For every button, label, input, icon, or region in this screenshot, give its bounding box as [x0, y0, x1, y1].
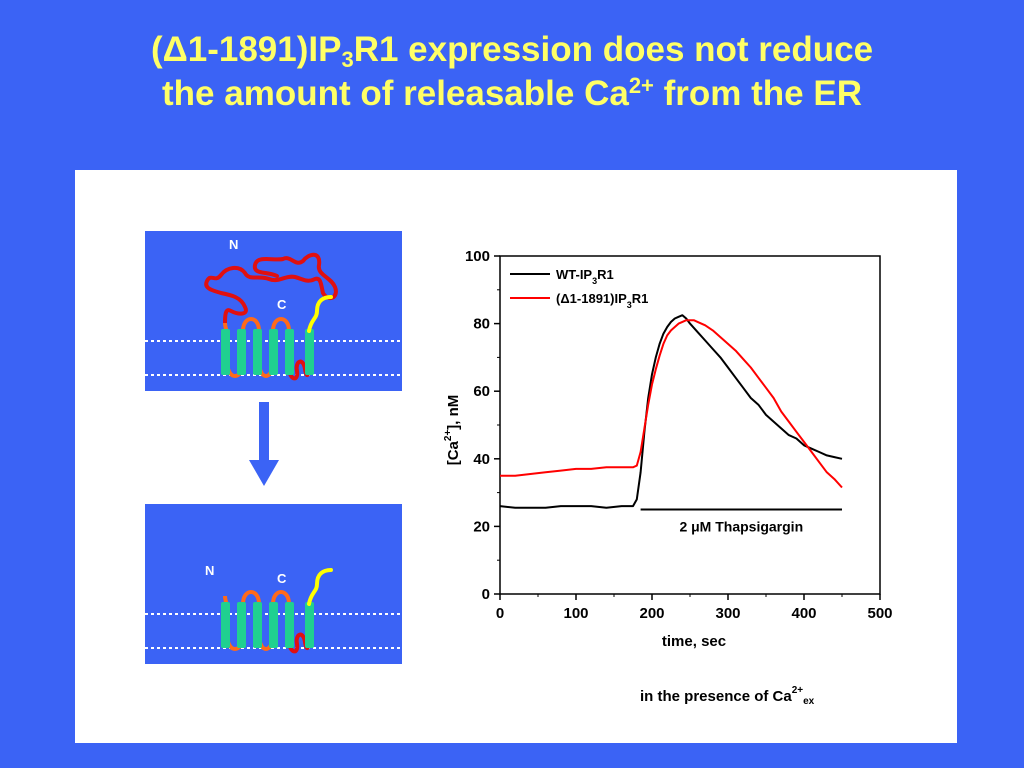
tm-segment-3	[253, 602, 262, 648]
c-label: C	[277, 571, 287, 586]
tm-segment-5	[285, 329, 294, 375]
title-line-2: the amount of releasable Ca2+ from the E…	[0, 72, 1024, 116]
tm-segment-1	[221, 329, 230, 375]
calcium-release-chart: 0 100 200 300 400 500 0 20 40 60 80 100 WT-IP3R1 (Δ1…	[443, 248, 893, 650]
tm-segment-4	[269, 602, 278, 648]
footnote-text: in the presence of Ca	[640, 688, 792, 705]
tm-segment-5	[285, 602, 294, 648]
series-line-wt	[499, 314, 843, 509]
transmembrane-segments	[221, 329, 314, 375]
y-tick-label: 20	[473, 518, 490, 535]
tm-segment-1	[221, 602, 230, 648]
plot-frame	[499, 255, 881, 595]
x-tick-label: 0	[496, 605, 504, 622]
x-tick-label: 500	[867, 605, 892, 622]
title-line2-b: from the ER	[653, 74, 862, 113]
tm-segment-6	[305, 602, 314, 648]
receptor-diagram-truncated: N C	[145, 563, 402, 654]
tm-segment-6	[305, 329, 314, 375]
footnote-sub: ex	[803, 696, 815, 707]
chart-legend: WT-IP3R1 (Δ1-1891)IP3R1	[510, 267, 648, 310]
y-tick-label: 0	[482, 586, 490, 603]
receptor-schematic-full: N C	[145, 231, 402, 391]
slide-title: (Δ1-1891)IP3R1 expression does not reduc…	[0, 28, 1024, 116]
x-axis-label: time, sec	[662, 633, 726, 650]
transmembrane-segments	[221, 602, 314, 648]
tm-segment-2	[237, 329, 246, 375]
legend-label: (Δ1-1891)IP3R1	[556, 291, 648, 310]
title-line1-b: R1 expression does not reduce	[353, 30, 874, 69]
x-tick-label: 200	[639, 605, 664, 622]
receptor-schematic-truncated: N C	[145, 504, 402, 664]
n-label: N	[205, 563, 214, 578]
y-tick-label: 80	[473, 316, 490, 333]
series-line-mutant	[500, 319, 843, 489]
loops-orange	[225, 590, 291, 651]
c-terminus-tail	[307, 568, 333, 606]
footnote: in the presence of Ca2+ex	[640, 685, 815, 707]
title-line1-sub: 3	[341, 47, 354, 72]
x-tick-label: 100	[563, 605, 588, 622]
title-line2-a: the amount of releasable Ca	[162, 74, 629, 113]
chart-series	[499, 314, 843, 509]
n-terminus-domain	[204, 252, 338, 325]
n-label: N	[229, 237, 238, 252]
thapsigargin-annotation: 2 μM Thapsigargin	[640, 508, 842, 535]
title-line2-sup: 2+	[628, 73, 654, 98]
chart-axes: 0 100 200 300 400 500 0 20 40 60 80 100	[465, 248, 893, 622]
y-tick-label: 40	[473, 451, 490, 468]
c-terminus-tail	[307, 295, 333, 333]
tm-segment-4	[269, 329, 278, 375]
x-tick-label: 400	[791, 605, 816, 622]
down-arrow-icon	[249, 402, 279, 486]
tm-segment-2	[237, 602, 246, 648]
y-tick-label: 60	[473, 383, 490, 400]
footnote-sup: 2+	[791, 685, 804, 696]
title-line-1: (Δ1-1891)IP3R1 expression does not reduc…	[0, 28, 1024, 72]
x-tick-label: 300	[715, 605, 740, 622]
c-label: C	[277, 297, 287, 312]
receptor-diagram-full: N C	[145, 237, 402, 381]
y-tick-label: 100	[465, 248, 490, 265]
legend-label: WT-IP3R1	[556, 267, 614, 286]
tm-segment-3	[253, 329, 262, 375]
thapsigargin-label: 2 μM Thapsigargin	[679, 519, 803, 535]
loops-orange	[225, 317, 291, 378]
y-axis-label: [Ca2+], nM	[443, 395, 462, 466]
title-line1-a: (Δ1-1891)IP	[150, 30, 342, 69]
